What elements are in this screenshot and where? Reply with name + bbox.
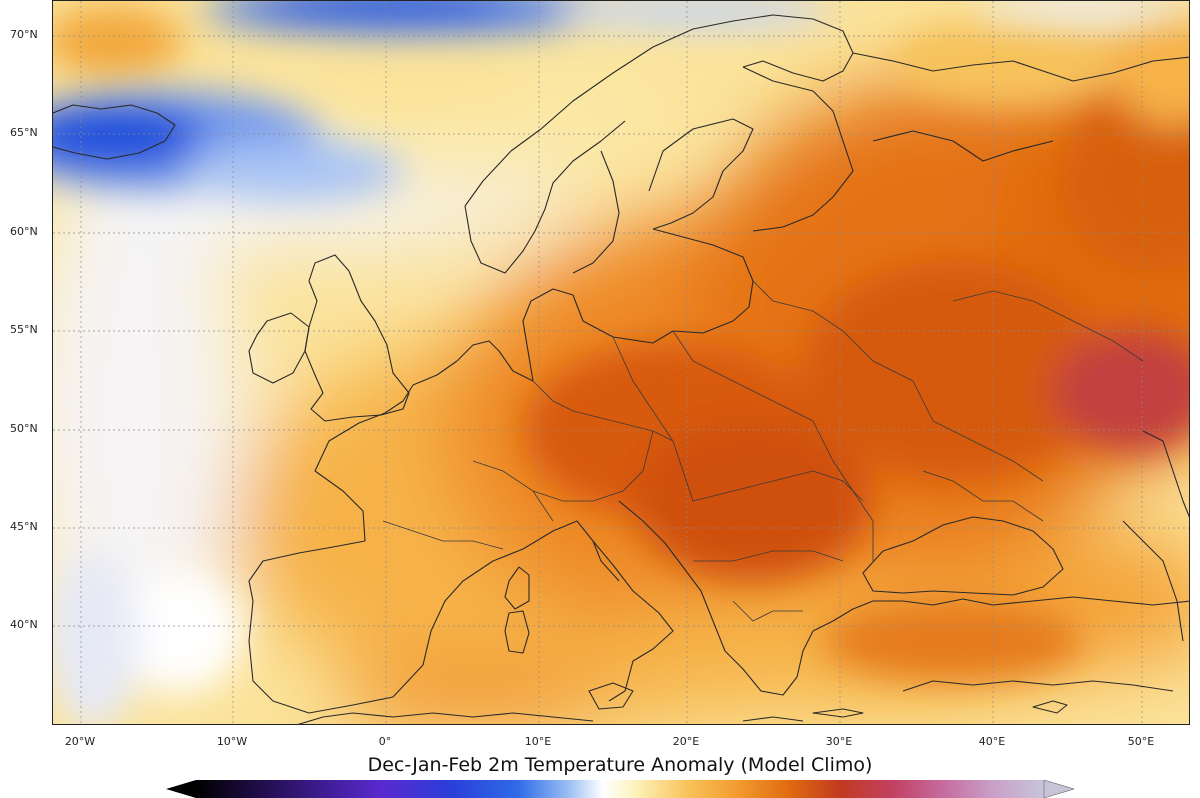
lon-label-10w: 10°W — [216, 735, 248, 748]
lat-label-70n: 70°N — [10, 28, 38, 41]
lat-label-55n: 55°N — [10, 323, 38, 336]
lon-label-0: 0° — [378, 735, 392, 748]
colorbar-low-extend — [166, 780, 196, 798]
colorbar-ramp — [196, 780, 1044, 798]
colorbar-title: Dec-Jan-Feb 2m Temperature Anomaly (Mode… — [367, 754, 873, 776]
country-borders — [382, 280, 1144, 622]
lat-label-40n: 40°N — [10, 618, 38, 631]
lat-label-50n: 50°N — [10, 422, 38, 435]
lat-label-60n: 60°N — [10, 225, 38, 238]
temperature-anomaly-map — [53, 1, 1189, 724]
lon-label-40e: 40°E — [978, 735, 1006, 748]
lon-label-50e: 50°E — [1127, 735, 1155, 748]
colorbar-high-extend — [1043, 780, 1074, 798]
map-panel — [52, 0, 1190, 725]
lon-label-20w: 20°W — [64, 735, 96, 748]
lon-label-10e: 10°E — [524, 735, 552, 748]
lon-label-20e: 20°E — [672, 735, 700, 748]
graticule — [53, 1, 1189, 724]
lat-label-65n: 65°N — [10, 126, 38, 139]
colorbar — [166, 780, 1074, 798]
lat-label-45n: 45°N — [10, 520, 38, 533]
lon-label-30e: 30°E — [825, 735, 853, 748]
